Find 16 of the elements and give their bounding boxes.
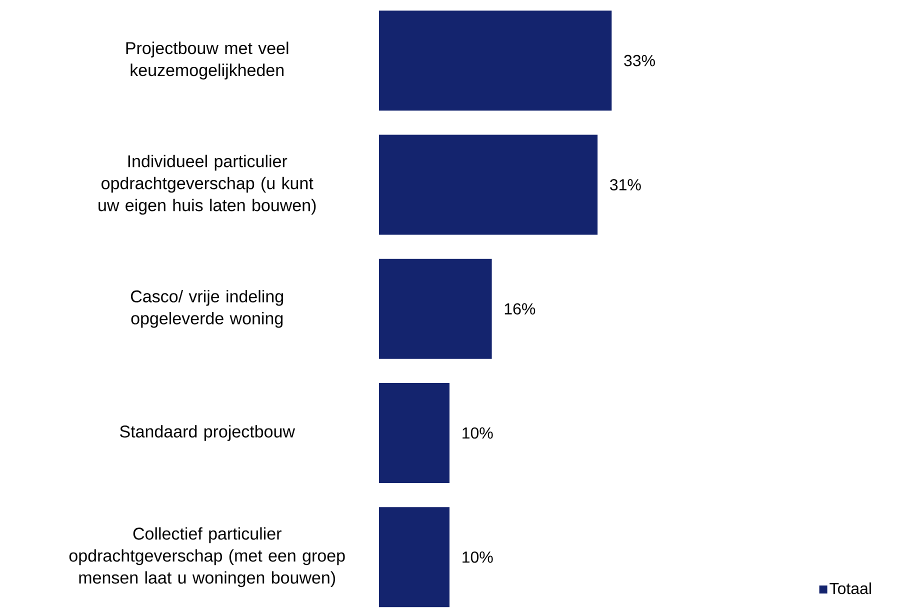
y-tick-label: Individueel particulier opdrachtgeverschap (u kunt uw eigen huis laten bouwen) <box>98 154 316 215</box>
bar <box>379 258 492 359</box>
data-label: 10% <box>462 427 493 439</box>
bar <box>379 507 450 608</box>
bar <box>379 134 598 235</box>
data-label: 33% <box>624 54 655 66</box>
data-label: 10% <box>462 551 493 563</box>
data-label: 16% <box>504 303 536 315</box>
y-tick-label: Casco/ vrije indeling opgeleverde woning <box>130 290 283 328</box>
y-tick-label: Collectief particulier opdrachtgeverschap (met een groep mensen laat u woningen bouwen) <box>69 527 345 588</box>
bar <box>379 10 612 111</box>
bar <box>379 383 450 484</box>
y-tick-label: Projectbouw met veel keuzemogelijkheden <box>126 42 288 80</box>
legend-label: Totaal <box>830 582 871 594</box>
data-label: 31% <box>610 179 641 190</box>
y-tick-label: Standaard projectbouw <box>120 425 296 441</box>
